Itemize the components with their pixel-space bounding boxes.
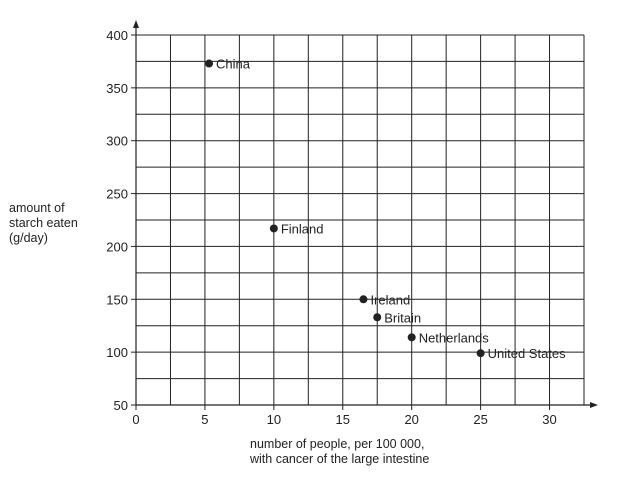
y-tick-label: 350 — [106, 81, 128, 96]
data-point-label: Ireland — [370, 292, 410, 307]
x-axis-label: number of people, per 100 000, with canc… — [250, 437, 429, 467]
x-tick-label: 25 — [473, 412, 487, 427]
data-point-label: China — [216, 57, 251, 72]
data-point-label: Britain — [384, 310, 421, 325]
x-tick-label: 20 — [404, 412, 418, 427]
data-point — [359, 295, 368, 304]
data-point-label: Finland — [281, 221, 324, 236]
x-tick-label: 30 — [542, 412, 556, 427]
x-tick-label: 10 — [267, 412, 281, 427]
x-axis-label-line: with cancer of the large intestine — [250, 452, 430, 466]
x-axis-label-line: number of people, per 100 000, — [250, 437, 425, 451]
x-tick-label: 15 — [336, 412, 350, 427]
y-tick-label: 50 — [114, 398, 128, 413]
y-tick-label: 150 — [106, 292, 128, 307]
y-axis-label-line: starch eaten — [9, 216, 78, 230]
data-point — [269, 224, 278, 233]
x-tick-label: 5 — [201, 412, 208, 427]
y-axis-label: amount of starch eaten (g/day) — [9, 201, 78, 246]
data-point — [476, 349, 485, 358]
y-tick-label: 300 — [106, 134, 128, 149]
y-axis-arrow — [133, 20, 139, 28]
x-axis-arrow — [590, 402, 598, 408]
data-point-label: Netherlands — [419, 330, 490, 345]
data-point — [407, 333, 416, 342]
y-axis-label-line: amount of — [9, 201, 65, 215]
y-tick-label: 400 — [106, 28, 128, 43]
data-point — [205, 59, 214, 68]
y-tick-label: 100 — [106, 345, 128, 360]
x-tick-label: 0 — [132, 412, 139, 427]
y-axis-label-line: (g/day) — [9, 231, 48, 245]
y-tick-label: 250 — [106, 187, 128, 202]
data-point-label: United States — [488, 346, 567, 361]
data-point — [373, 313, 382, 322]
y-tick-label: 200 — [106, 239, 128, 254]
